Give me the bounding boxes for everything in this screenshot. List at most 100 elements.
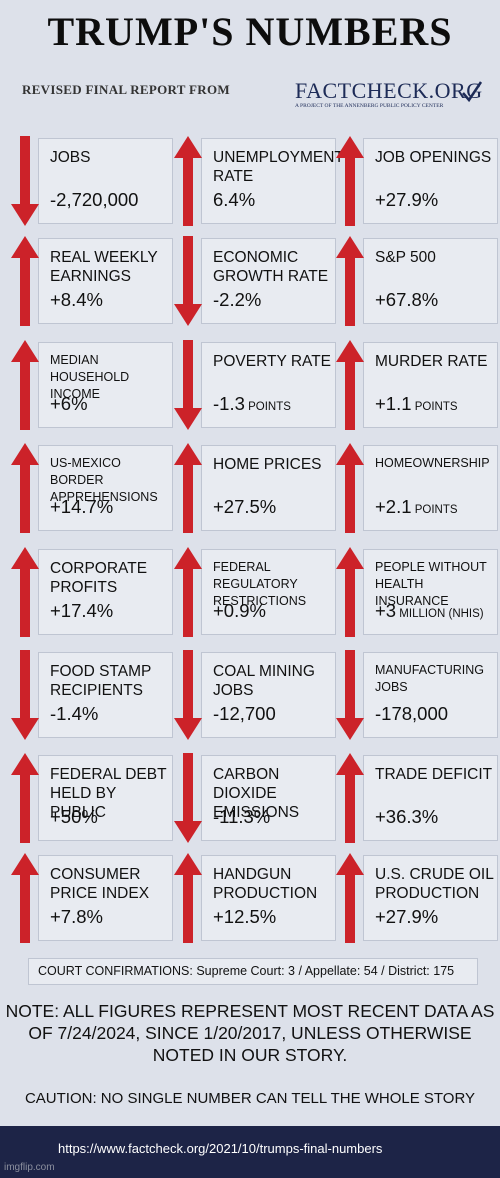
stat-box: CARBON DIOXIDE EMISSIONS -11.3%	[201, 755, 336, 841]
arrow-up-icon	[174, 136, 202, 226]
stat-value: +17.4%	[50, 600, 113, 622]
arrow-up-icon	[11, 853, 39, 943]
stat-number: +50%	[50, 806, 98, 827]
stat-value: +67.8%	[375, 289, 438, 311]
stat-label: MANUFACTURING JOBS	[375, 663, 485, 694]
arrow-up-icon	[336, 753, 364, 843]
stat-number: +6%	[50, 393, 88, 414]
stat-box: FEDERAL REGULATORY RESTRICTIONS +0.9%	[201, 549, 336, 635]
stat-value: +6%	[50, 393, 88, 415]
arrow-up-icon	[336, 853, 364, 943]
stat-box: CORPORATE PROFITS +17.4%	[38, 549, 173, 635]
stat-card: HANDGUN PRODUCTION +12.5%	[173, 853, 336, 943]
stat-value: 6.4%	[213, 189, 255, 211]
stat-label: CORPORATE PROFITS	[50, 560, 148, 596]
stat-value: -2.2%	[213, 289, 261, 311]
stat-box: US-MEXICO BORDER APPREHENSIONS +14.7%	[38, 445, 173, 531]
stat-card: CARBON DIOXIDE EMISSIONS -11.3%	[173, 753, 336, 843]
arrow-up-icon	[174, 547, 202, 637]
factcheck-logo: FACTCHECK.ORG A PROJECT OF THE ANNENBERG…	[295, 78, 485, 118]
arrow-up-icon	[336, 136, 364, 226]
stat-value: +1.1 POINTS	[375, 393, 458, 415]
stat-box: UNEMPLOYMENT RATE 6.4%	[201, 138, 344, 224]
stat-value: +36.3%	[375, 806, 438, 828]
stat-card: POVERTY RATE -1.3 POINTS	[173, 340, 336, 430]
stat-value: +3 MILLION (NHIS)	[375, 600, 484, 622]
stat-card: MURDER RATE +1.1 POINTS	[335, 340, 498, 430]
stat-number: -11.3%	[213, 806, 271, 827]
stat-card: U.S. CRUDE OIL PRODUCTION +27.9%	[335, 853, 498, 943]
stat-card: TRADE DEFICIT +36.3%	[335, 753, 498, 843]
stat-box: MURDER RATE +1.1 POINTS	[363, 342, 498, 428]
stat-number: -178,000	[375, 703, 449, 724]
stat-unit: POINTS	[244, 401, 291, 413]
stat-number: +8.4%	[50, 289, 103, 310]
source-url: https://www.factcheck.org/2021/10/trumps…	[58, 1141, 383, 1156]
stat-label: S&P 500	[375, 249, 436, 266]
stat-value: -2,720,000	[50, 189, 138, 211]
footer-bar: https://www.factcheck.org/2021/10/trumps…	[0, 1126, 500, 1178]
stat-box: TRADE DEFICIT +36.3%	[363, 755, 498, 841]
stat-box: JOBS -2,720,000	[38, 138, 173, 224]
stat-number: +3	[375, 600, 397, 621]
arrow-up-icon	[11, 443, 39, 533]
stat-card: S&P 500 +67.8%	[335, 236, 498, 326]
stat-value: +2.1 POINTS	[375, 496, 458, 518]
note-text: NOTE: ALL FIGURES REPRESENT MOST RECENT …	[5, 1001, 495, 1065]
arrow-down-icon	[174, 340, 202, 430]
stat-label: TRADE DEFICIT	[375, 766, 493, 783]
stat-unit: POINTS	[411, 401, 458, 413]
stat-label: CARBON DIOXIDE EMISSIONS	[213, 766, 300, 821]
stat-value: +27.9%	[375, 906, 438, 928]
stat-label: HOME PRICES	[213, 456, 322, 473]
stat-value: -178,000	[375, 703, 448, 725]
stat-value: +27.9%	[375, 189, 438, 211]
arrow-down-icon	[11, 650, 39, 740]
stat-label: MEDIAN HOUSEHOLD INCOME	[50, 353, 130, 401]
stat-card: MANUFACTURING JOBS -178,000	[335, 650, 498, 740]
arrow-up-icon	[11, 236, 39, 326]
stat-label: FOOD STAMP RECIPIENTS	[50, 663, 152, 699]
arrow-up-icon	[11, 753, 39, 843]
stat-card: JOB OPENINGS +27.9%	[335, 136, 498, 226]
stat-number: +67.8%	[375, 289, 439, 310]
stat-box: MANUFACTURING JOBS -178,000	[363, 652, 498, 738]
stat-card: MEDIAN HOUSEHOLD INCOME +6%	[10, 340, 173, 430]
stat-card: REAL WEEKLY EARNINGS +8.4%	[10, 236, 173, 326]
arrow-up-icon	[174, 443, 202, 533]
watermark: imgflip.com	[4, 1162, 55, 1173]
stat-label: REAL WEEKLY EARNINGS	[50, 249, 158, 285]
arrow-up-icon	[336, 443, 364, 533]
stat-value: -1.3 POINTS	[213, 393, 291, 415]
stat-number: +2.1	[375, 496, 412, 517]
stat-card: CORPORATE PROFITS +17.4%	[10, 547, 173, 637]
stat-card: FOOD STAMP RECIPIENTS -1.4%	[10, 650, 173, 740]
stat-label: JOB OPENINGS	[375, 149, 492, 166]
page-title: TRUMP'S NUMBERS	[47, 9, 453, 54]
stat-box: JOB OPENINGS +27.9%	[363, 138, 498, 224]
stat-label: UNEMPLOYMENT RATE	[213, 149, 344, 185]
stat-box: S&P 500 +67.8%	[363, 238, 498, 324]
arrow-up-icon	[174, 853, 202, 943]
stat-number: +0.9%	[213, 600, 266, 621]
stat-value: +12.5%	[213, 906, 276, 928]
stat-label: HANDGUN PRODUCTION	[213, 866, 318, 902]
logo-tagline: A PROJECT OF THE ANNENBERG PUBLIC POLICY…	[295, 103, 444, 109]
arrow-up-icon	[336, 547, 364, 637]
stat-number: -2.2%	[213, 289, 262, 310]
stat-number: 6.4%	[213, 189, 256, 210]
arrow-down-icon	[174, 753, 202, 843]
arrow-down-icon	[336, 650, 364, 740]
stat-card: ECONOMIC GROWTH RATE -2.2%	[173, 236, 336, 326]
stat-number: +17.4%	[50, 600, 114, 621]
stat-label: PEOPLE WITHOUT HEALTH INSURANCE	[375, 560, 487, 608]
stat-value: +0.9%	[213, 600, 266, 622]
arrow-down-icon	[11, 136, 39, 226]
stat-box: ECONOMIC GROWTH RATE -2.2%	[201, 238, 336, 324]
stat-value: -11.3%	[213, 806, 270, 828]
stat-box: FOOD STAMP RECIPIENTS -1.4%	[38, 652, 173, 738]
stat-number: +7.8%	[50, 906, 103, 927]
arrow-up-icon	[11, 547, 39, 637]
stat-card: US-MEXICO BORDER APPREHENSIONS +14.7%	[10, 443, 173, 533]
stat-number: -1.4%	[50, 703, 99, 724]
